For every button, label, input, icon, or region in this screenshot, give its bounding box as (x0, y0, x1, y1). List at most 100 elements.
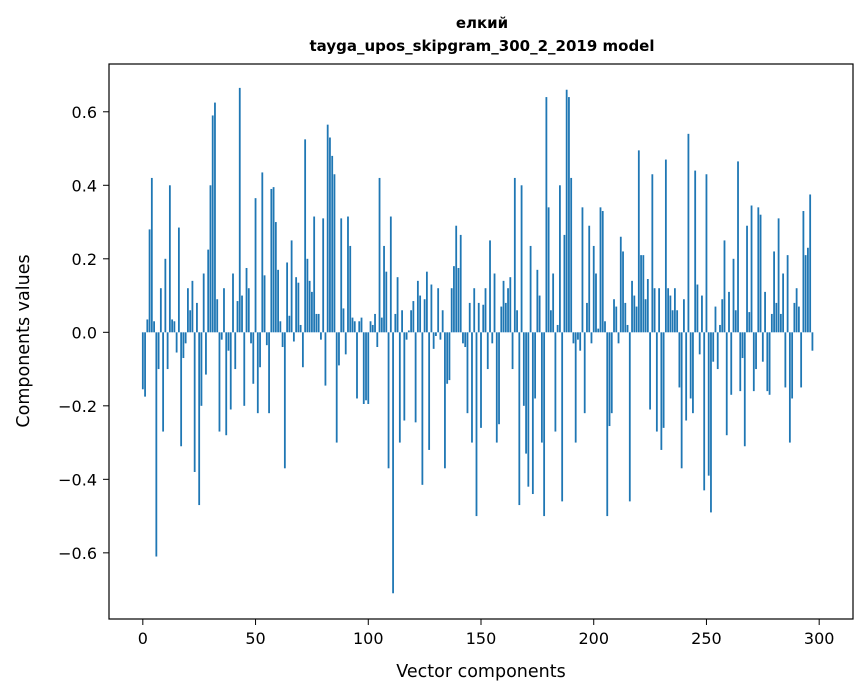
bar (234, 332, 237, 370)
bar (746, 225, 748, 333)
bar (254, 198, 257, 333)
bar (419, 295, 422, 333)
bar (504, 302, 507, 333)
bar (353, 321, 356, 333)
bar (721, 299, 724, 333)
bar (779, 313, 782, 333)
bar (473, 288, 476, 333)
bar (320, 332, 322, 340)
bar (766, 332, 769, 392)
bar (387, 332, 390, 469)
bar (583, 332, 586, 414)
bar (804, 255, 807, 333)
bar (730, 332, 733, 395)
bar (631, 280, 633, 333)
bar (322, 218, 325, 333)
bar (263, 275, 266, 333)
bar (466, 332, 469, 414)
bar (811, 332, 814, 351)
bar (430, 284, 433, 333)
bar (658, 288, 661, 333)
bar (396, 277, 399, 333)
bar (311, 291, 313, 333)
y-tick-label: 0.6 (72, 103, 97, 122)
bar (288, 315, 291, 333)
y-tick-label: 0.2 (72, 250, 97, 269)
bar (527, 332, 530, 487)
bar (552, 273, 555, 333)
bar (597, 328, 600, 333)
bar (484, 288, 487, 333)
bar (516, 310, 518, 333)
bar (223, 288, 225, 333)
bar (610, 332, 613, 414)
bar (692, 332, 694, 414)
bar (171, 319, 174, 333)
bar (141, 332, 144, 390)
bar (444, 332, 446, 469)
bar (568, 97, 570, 333)
bar (216, 299, 219, 333)
bar (367, 332, 370, 404)
bar (398, 332, 401, 443)
bar (412, 301, 415, 333)
bar (545, 97, 548, 333)
bar (655, 332, 658, 432)
bar (592, 245, 595, 333)
x-axis-label: Vector components (396, 662, 565, 682)
bar (272, 187, 275, 333)
bar (710, 332, 712, 513)
bar (619, 236, 622, 333)
bar (148, 229, 151, 333)
bar (421, 332, 424, 485)
bar (211, 115, 214, 333)
y-tick-label: 0.0 (72, 323, 97, 342)
x-tick-label: 150 (466, 629, 497, 648)
bar (640, 255, 642, 333)
bar (793, 302, 796, 333)
bar (168, 185, 171, 333)
bar (187, 288, 189, 333)
bar (716, 332, 719, 370)
bar (626, 324, 629, 333)
bar (509, 277, 512, 333)
bar (173, 321, 176, 333)
bar (725, 332, 728, 436)
bar (644, 299, 647, 333)
bar (385, 271, 388, 333)
bar (764, 291, 766, 333)
bar (301, 332, 304, 368)
x-tick-label: 300 (804, 629, 835, 648)
bar (579, 332, 582, 351)
bar (220, 332, 223, 340)
bar (646, 279, 649, 333)
bar (525, 332, 527, 454)
bar (450, 288, 453, 333)
bar (809, 194, 812, 333)
bar (207, 249, 210, 333)
bar (270, 188, 273, 333)
bar (498, 332, 500, 425)
bar (175, 332, 178, 353)
bar (486, 332, 489, 370)
bar (380, 317, 383, 333)
bar (689, 332, 692, 399)
bar (459, 234, 462, 333)
bar (256, 332, 259, 414)
bar (405, 332, 408, 340)
bar (685, 332, 688, 421)
bar (455, 225, 458, 333)
bar (556, 324, 559, 333)
y-axis-label: Components values (14, 254, 34, 427)
bar (200, 332, 203, 406)
bar (520, 185, 523, 333)
y-tick-label: −0.6 (58, 544, 97, 563)
bar (574, 332, 577, 443)
bar (606, 332, 609, 517)
bar (653, 288, 656, 333)
bar (800, 332, 803, 388)
bar (376, 332, 379, 348)
bar (457, 267, 460, 333)
bar (712, 332, 715, 362)
bar (565, 89, 568, 333)
